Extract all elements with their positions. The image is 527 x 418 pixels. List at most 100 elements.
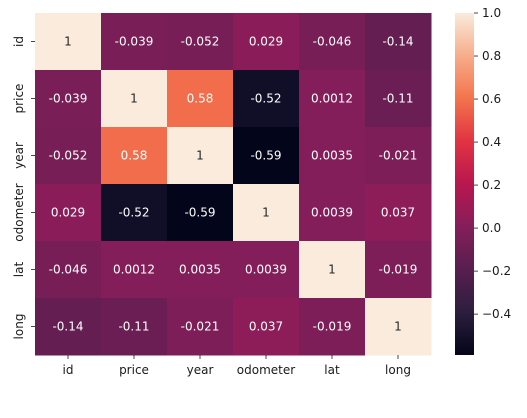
heatmap-cell [101, 70, 168, 128]
y-tick-label: year [12, 142, 26, 169]
cell-value-label: -0.52 [118, 206, 149, 220]
heatmap-cell [101, 127, 168, 185]
heatmap-cell [101, 13, 168, 71]
colorbar-tick-label: 0.8 [482, 49, 501, 63]
cell-value-label: -0.052 [181, 35, 220, 49]
x-tick-label: price [119, 363, 149, 377]
heatmap-cell [167, 184, 234, 242]
heatmap-cell [365, 70, 432, 128]
colorbar-tick-label: 1.0 [482, 6, 501, 20]
heatmap-cell [35, 127, 102, 185]
heatmap-cell [101, 241, 168, 299]
cell-value-label: -0.11 [118, 320, 149, 334]
cell-value-label: -0.52 [250, 92, 281, 106]
colorbar-tick-label: −0.2 [482, 264, 511, 278]
cell-value-label: -0.046 [313, 35, 352, 49]
cell-value-label: 1 [130, 92, 138, 106]
y-axis: id price year odometer lat long [12, 36, 35, 339]
heatmap-cell [101, 184, 168, 242]
colorbar: 1.0 0.8 0.6 0.4 0.2 0.0 −0.2 −0.4 [455, 6, 511, 355]
heatmap-cell [365, 13, 432, 71]
cell-value-label: 0.0012 [311, 92, 353, 106]
colorbar-tick-label: −0.4 [482, 307, 511, 321]
cell-value-label: -0.019 [313, 320, 352, 334]
cell-value-label: 0.58 [187, 92, 214, 106]
heatmap-cell [167, 70, 234, 128]
heatmap-cell [35, 241, 102, 299]
cell-value-label: 1 [262, 206, 270, 220]
heatmap-cell [365, 127, 432, 185]
cell-value-label: 1 [328, 263, 336, 277]
cell-value-label: -0.021 [181, 320, 220, 334]
cell-value-label: -0.021 [379, 149, 418, 163]
cell-value-label: -0.039 [49, 92, 88, 106]
heatmap-cells [35, 13, 432, 356]
x-tick-label: lat [324, 363, 340, 377]
heatmap-cell [35, 13, 102, 71]
heatmap-cell [167, 241, 234, 299]
cell-value-label: -0.14 [382, 35, 413, 49]
x-tick-label: year [187, 363, 214, 377]
heatmap-cell [167, 127, 234, 185]
heatmap-cell [299, 70, 366, 128]
heatmap-cell [299, 127, 366, 185]
heatmap-cell [233, 298, 300, 356]
heatmap-cell [35, 298, 102, 356]
x-tick-label: odometer [237, 363, 295, 377]
cell-value-label: 0.029 [51, 206, 85, 220]
colorbar-ticks: 1.0 0.8 0.6 0.4 0.2 0.0 −0.2 −0.4 [474, 6, 511, 321]
heatmap-cell [233, 184, 300, 242]
cell-value-label: -0.046 [49, 263, 88, 277]
cell-value-label: 0.0039 [311, 206, 353, 220]
colorbar-tick-label: 0.4 [482, 135, 501, 149]
colorbar-gradient [455, 13, 474, 355]
y-tick-label: odometer [12, 183, 26, 241]
y-tick-label: price [12, 84, 26, 114]
heatmap-cell [299, 241, 366, 299]
cell-value-label: 0.58 [121, 149, 148, 163]
heatmap-cell [167, 298, 234, 356]
heatmap-cell [233, 127, 300, 185]
colorbar-tick-label: 0.2 [482, 178, 501, 192]
cell-value-label: -0.11 [382, 92, 413, 106]
heatmap-cell [233, 13, 300, 71]
cell-value-label: -0.59 [184, 206, 215, 220]
heatmap-cell [101, 298, 168, 356]
cell-value-label: 0.037 [381, 206, 415, 220]
heatmap-cell [299, 184, 366, 242]
heatmap-cell [35, 184, 102, 242]
cell-value-label: 1 [196, 149, 204, 163]
heatmap-cell [365, 298, 432, 356]
cell-value-label: -0.14 [52, 320, 83, 334]
y-tick-label: id [12, 36, 26, 47]
cell-value-label: -0.019 [379, 263, 418, 277]
heatmap-cell [167, 13, 234, 71]
cell-value-label: -0.59 [250, 149, 281, 163]
x-axis: id price year odometer lat long [63, 355, 411, 377]
heatmap-cell [299, 13, 366, 71]
cell-value-label: -0.039 [115, 35, 154, 49]
cell-value-label: -0.052 [49, 149, 88, 163]
cell-value-label: 0.037 [249, 320, 283, 334]
cell-value-label: 0.029 [249, 35, 283, 49]
y-tick-label: lat [12, 262, 26, 278]
heatmap-annotations: 1 -0.039 -0.052 0.029 -0.046 -0.14 -0.039 1 0.58… [49, 35, 418, 334]
x-tick-label: id [63, 363, 74, 377]
cell-value-label: 0.0035 [311, 149, 353, 163]
heatmap-cell [299, 298, 366, 356]
x-tick-label: long [385, 363, 411, 377]
heatmap-cell [233, 70, 300, 128]
heatmap-cell [365, 184, 432, 242]
cell-value-label: 1 [394, 320, 402, 334]
heatmap-cell [365, 241, 432, 299]
cell-value-label: 0.0012 [113, 263, 155, 277]
colorbar-tick-label: 0.6 [482, 92, 501, 106]
cell-value-label: 1 [64, 35, 72, 49]
cell-value-label: 0.0039 [245, 263, 287, 277]
heatmap-cell [233, 241, 300, 299]
colorbar-tick-label: 0.0 [482, 221, 501, 235]
y-tick-label: long [12, 314, 26, 340]
cell-value-label: 0.0035 [179, 263, 221, 277]
heatmap-cell [35, 70, 102, 128]
